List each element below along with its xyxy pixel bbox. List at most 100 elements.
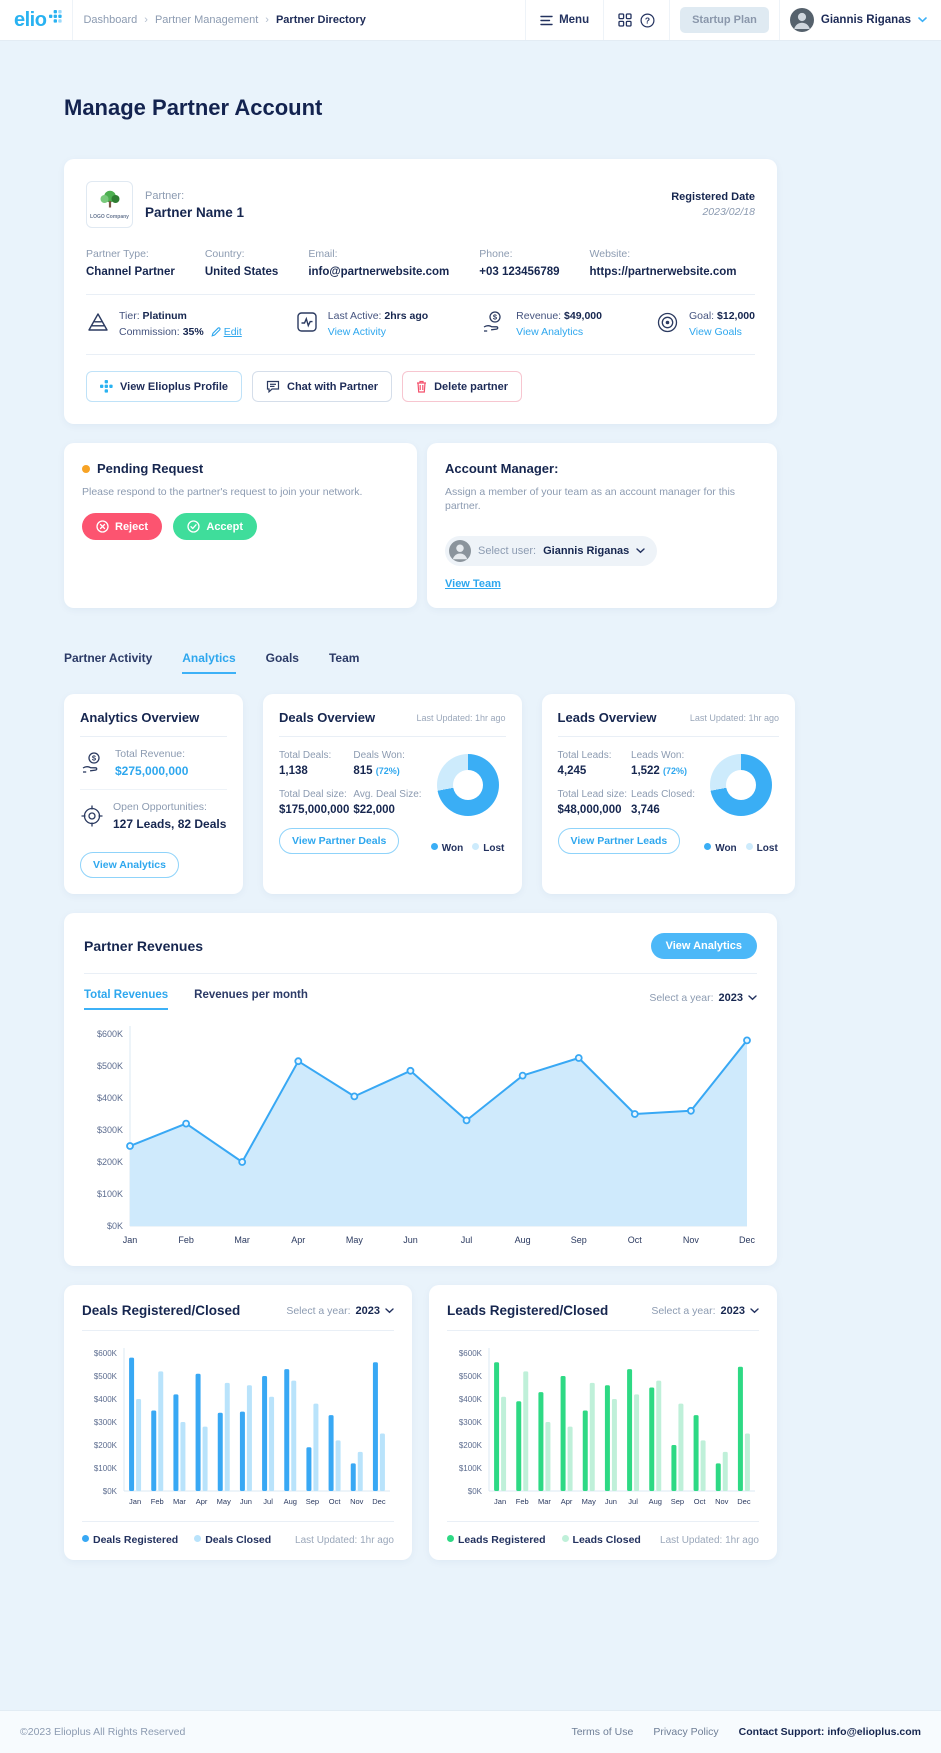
leads-bar-chart: $0K $100K $200K $300K $400K $500K $600K Jan Feb M… [447, 1343, 759, 1511]
deals-overview-header: Deals Overview Last Updated: 1hr ago [279, 710, 506, 738]
tab-analytics[interactable]: Analytics [182, 651, 236, 675]
total-deals-label: Total Deals: [279, 750, 332, 762]
won-dot [430, 843, 438, 851]
revenues-year-select[interactable]: Select a year: 2023 [649, 992, 757, 1010]
deals-year-select[interactable]: Select a year: 2023 [286, 1305, 394, 1317]
revenues-view-analytics-button[interactable]: View Analytics [650, 933, 757, 960]
legend-lost: Lost [745, 843, 778, 854]
delete-partner-button[interactable]: Delete partner [402, 371, 523, 402]
svg-text:Aug: Aug [284, 1497, 297, 1506]
stat-goal: Goal: $12,000 View Goals [655, 310, 755, 338]
user-menu[interactable]: Giannis Riganas [789, 8, 927, 32]
section-tabs: Partner Activity Analytics Goals Team [64, 651, 777, 675]
svg-text:Apr: Apr [196, 1497, 208, 1506]
field-value: +03 123456789 [479, 266, 560, 278]
analytics-overview-header: Analytics Overview [80, 710, 227, 738]
svg-text:Jul: Jul [628, 1497, 638, 1506]
bottom-charts-row: Deals Registered/Closed Select a year: 2… [64, 1285, 777, 1561]
chevron-down-icon [750, 1308, 759, 1314]
chat-with-partner-button[interactable]: Chat with Partner [252, 371, 393, 402]
svg-text:Dec: Dec [372, 1497, 386, 1506]
leads-donut-column: Won Lost [703, 750, 779, 854]
leads-won-cell: Leads Won: 1,522 (72%) [631, 750, 695, 777]
deals-won-donut-chart [436, 754, 499, 817]
deals-won-cell: Deals Won: 815 (72%) [353, 750, 421, 777]
svg-text:$300K: $300K [459, 1418, 483, 1427]
terms-of-use-link[interactable]: Terms of Use [571, 1726, 634, 1738]
view-analytics-link[interactable]: View Analytics [516, 326, 584, 338]
view-goals-link[interactable]: View Goals [688, 326, 742, 338]
svg-text:$0K: $0K [107, 1221, 123, 1231]
avg-deal-size-value: $22,000 [353, 804, 395, 817]
footer-links: Terms of Use Privacy Policy Contact Supp… [571, 1726, 921, 1738]
lost-dot [472, 843, 480, 851]
tab-revenues-per-month[interactable]: Revenues per month [194, 989, 308, 1002]
view-team-link[interactable]: View Team [445, 578, 501, 591]
partner-name: Partner Name 1 [145, 204, 245, 220]
menu-label: Menu [559, 14, 590, 26]
svg-text:$100K: $100K [97, 1189, 123, 1199]
tab-goals[interactable]: Goals [265, 651, 299, 666]
tier-line: Tier: Platinum [119, 310, 187, 322]
leads-won-value: 1,522 (72%) [631, 765, 688, 778]
total-revenue-label: Total Revenue: [115, 748, 186, 761]
tab-team[interactable]: Team [328, 651, 360, 666]
svg-text:$500K: $500K [97, 1061, 123, 1071]
view-elioplus-profile-button[interactable]: View Elioplus Profile [86, 371, 242, 402]
field-email: Email: info@partnerwebsite.com [308, 248, 449, 278]
year-label: Select a year: [651, 1304, 716, 1317]
svg-text:$400K: $400K [94, 1395, 118, 1404]
accept-button[interactable]: Accept [173, 513, 258, 541]
help-button[interactable]: ? [636, 9, 659, 32]
breadcrumb-partner-management[interactable]: Partner Management [154, 14, 259, 26]
svg-text:Nov: Nov [715, 1497, 729, 1506]
svg-text:Sep: Sep [571, 1235, 587, 1245]
select-user-dropdown[interactable]: Select user: Giannis Riganas [445, 536, 658, 567]
svg-text:?: ? [645, 15, 650, 25]
year-label: Select a year: [649, 992, 714, 1005]
revenue-icon: $ [82, 752, 100, 773]
legend-leads-registered: Leads Registered [447, 1534, 546, 1546]
select-user-label: Select user: [478, 545, 537, 558]
menu-icon [540, 15, 553, 25]
divider [86, 354, 755, 355]
pending-status-dot [82, 464, 90, 473]
year-value: 2023 [355, 1304, 380, 1317]
header-divider [778, 0, 780, 40]
view-analytics-button[interactable]: View Analytics [80, 852, 179, 879]
svg-text:$400K: $400K [459, 1395, 483, 1404]
logo[interactable]: elio [14, 10, 63, 30]
goal-line: Goal: $12,000 [688, 310, 755, 322]
leads-year-select[interactable]: Select a year: 2023 [651, 1305, 759, 1317]
open-opportunities-item: Open Opportunities: 127 Leads, 82 Deals [80, 790, 227, 842]
leads-closed-dot [561, 1535, 569, 1543]
breadcrumb-separator: › [144, 14, 148, 26]
legend-deals-registered: Deals Registered [82, 1534, 178, 1546]
breadcrumb-dashboard[interactable]: Dashboard [83, 14, 138, 26]
apps-grid-button[interactable] [614, 9, 636, 31]
delete-partner-label: Delete partner [434, 380, 509, 393]
edit-commission-link[interactable]: Edit [223, 326, 242, 338]
tab-partner-activity[interactable]: Partner Activity [64, 651, 153, 666]
svg-text:$300K: $300K [97, 1125, 123, 1135]
view-activity-link[interactable]: View Activity [327, 326, 386, 338]
leads-closed-cell: Leads Closed: 3,746 [631, 789, 695, 816]
field-value: info@partnerwebsite.com [308, 266, 450, 278]
tab-total-revenues[interactable]: Total Revenues [84, 989, 169, 1011]
deals-chart-header: Deals Registered/Closed Select a year: 2… [82, 1303, 394, 1332]
chevron-down-icon [385, 1308, 394, 1314]
svg-text:Mar: Mar [173, 1497, 186, 1506]
view-partner-leads-button[interactable]: View Partner Leads [557, 828, 681, 855]
deals-registered-closed-card: Deals Registered/Closed Select a year: 2… [64, 1285, 412, 1561]
reject-button[interactable]: Reject [82, 513, 163, 541]
year-label: Select a year: [286, 1304, 351, 1317]
view-partner-deals-button[interactable]: View Partner Deals [279, 828, 400, 855]
svg-text:Dec: Dec [739, 1235, 756, 1245]
svg-text:Apr: Apr [561, 1497, 573, 1506]
privacy-policy-link[interactable]: Privacy Policy [653, 1726, 719, 1738]
stat-last-active: Last Active: 2hrs ago View Activity [295, 310, 428, 338]
total-deals-cell: Total Deals: 1,138 [279, 750, 349, 777]
plan-button[interactable]: Startup Plan [680, 7, 769, 33]
menu-button[interactable]: Menu [536, 10, 593, 30]
field-country: Country: United States [205, 248, 279, 278]
